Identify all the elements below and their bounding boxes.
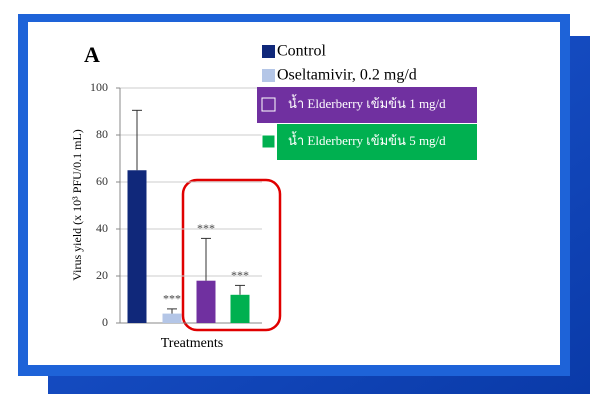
- y-tick-label: 0: [102, 315, 108, 329]
- y-tick-label: 80: [96, 127, 108, 141]
- legend-swatch: [262, 45, 275, 58]
- panel-label: A: [84, 42, 100, 67]
- legend-label: Oseltamivir, 0.2 mg/d: [277, 67, 417, 84]
- annotation: ***: [163, 292, 181, 306]
- y-axis-label: Virus yield (x 10³ PFU/0.1 mL): [70, 129, 84, 281]
- y-tick-label: 40: [96, 221, 108, 235]
- legend-swatch: [262, 69, 275, 82]
- y-tick-label: 100: [90, 80, 108, 94]
- bar: [162, 313, 182, 323]
- legend-box: [257, 87, 477, 123]
- annotation: ***: [231, 268, 249, 282]
- annotation: ***: [197, 221, 215, 235]
- bar: [230, 294, 250, 323]
- legend-label: Control: [277, 43, 326, 60]
- legend-box: [277, 124, 477, 160]
- x-axis-label: Treatments: [161, 336, 223, 351]
- panel: [28, 22, 560, 365]
- legend-swatch: [261, 97, 276, 112]
- legend-label: น้ำ Elderberry เข้มข้น 5 mg/d: [288, 131, 446, 148]
- y-tick-label: 20: [96, 268, 108, 282]
- y-tick-label: 60: [96, 174, 108, 188]
- bar: [127, 170, 147, 323]
- legend-label: น้ำ Elderberry เข้มข้น 1 mg/d: [288, 94, 446, 111]
- legend-swatch: [261, 134, 276, 149]
- highlight-box: [181, 178, 282, 332]
- bar: [196, 280, 216, 323]
